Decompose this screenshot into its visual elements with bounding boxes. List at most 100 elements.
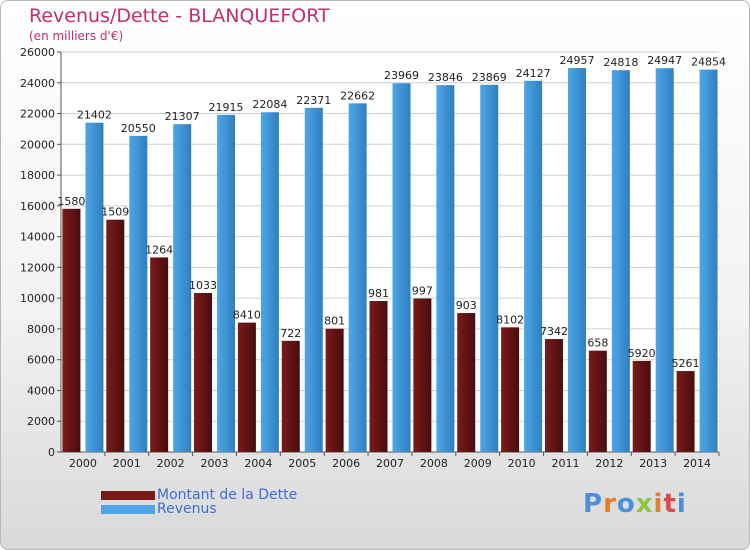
logo-letter: r	[603, 489, 617, 519]
data-label-debt: 997	[412, 285, 433, 298]
x-tick-label: 2001	[113, 457, 141, 470]
y-tick-label: 20000	[20, 138, 55, 151]
y-tick-label: 4000	[27, 384, 55, 397]
x-tick-label: 2002	[157, 457, 185, 470]
data-label-revenue: 21915	[209, 101, 244, 114]
bar-debt	[281, 340, 300, 452]
legend-swatch-debt	[101, 491, 155, 500]
bar-debt	[194, 292, 213, 452]
data-label-revenue: 24947	[647, 54, 682, 67]
y-tick-label: 14000	[20, 231, 55, 244]
bar-revenue	[348, 103, 367, 452]
legend-swatch-revenue	[101, 505, 155, 514]
bar-revenue	[304, 107, 323, 452]
x-tick-label: 2013	[639, 457, 667, 470]
x-tick-label: 2012	[595, 457, 623, 470]
data-label-debt: 1509	[101, 206, 129, 219]
data-label-debt: 722	[280, 327, 301, 340]
y-tick-label: 22000	[20, 108, 55, 121]
data-label-revenue: 21307	[165, 110, 200, 123]
bar-debt	[106, 219, 125, 452]
data-label-revenue: 24127	[516, 67, 551, 80]
bar-debt	[544, 339, 563, 452]
bar-debt	[150, 257, 169, 452]
data-label-revenue: 21402	[77, 109, 112, 122]
y-tick-label: 6000	[27, 354, 55, 367]
y-tick-label: 18000	[20, 169, 55, 182]
data-label-debt: 5261	[672, 357, 700, 370]
proxiti-logo: Proxiti	[583, 489, 687, 519]
y-tick-label: 10000	[20, 292, 55, 305]
bar-debt	[237, 322, 256, 452]
bar-revenue	[699, 69, 718, 452]
bar-debt	[501, 327, 520, 452]
data-label-debt: 1264	[145, 243, 173, 256]
bar-debt	[62, 208, 81, 452]
bar-revenue	[524, 80, 543, 453]
data-label-debt: 8102	[496, 313, 524, 326]
data-label-revenue: 23969	[384, 69, 419, 82]
data-label-debt: 8410	[233, 309, 261, 322]
bar-debt	[413, 298, 432, 452]
data-label-debt: 903	[456, 299, 477, 312]
data-label-debt: 981	[368, 287, 389, 300]
bar-revenue	[85, 122, 104, 452]
data-label-revenue: 22084	[252, 98, 287, 111]
x-tick-label: 2004	[244, 457, 272, 470]
y-tick-label: 0	[48, 446, 55, 459]
data-label-revenue: 24854	[691, 56, 726, 69]
logo-letter: i	[653, 489, 664, 519]
logo-letter: P	[583, 489, 604, 519]
bar-revenue	[436, 85, 455, 452]
logo-letter: t	[663, 489, 677, 519]
bar-revenue	[655, 68, 674, 452]
data-label-debt: 5920	[628, 347, 656, 360]
bar-revenue	[129, 135, 148, 452]
data-label-debt: 801	[324, 315, 345, 328]
x-tick-label: 2000	[69, 457, 97, 470]
bar-debt	[588, 350, 607, 452]
plot-area	[61, 52, 719, 452]
bar-revenue	[217, 114, 236, 452]
bar-debt	[676, 371, 695, 452]
x-tick-label: 2009	[464, 457, 492, 470]
x-tick-label: 2008	[420, 457, 448, 470]
data-label-revenue: 20550	[121, 122, 156, 135]
data-label-revenue: 24818	[603, 56, 638, 69]
legend-label-revenue: Revenus	[157, 501, 217, 517]
bar-revenue	[611, 70, 630, 452]
x-tick-label: 2003	[201, 457, 229, 470]
bar-debt	[325, 328, 344, 452]
bar-revenue	[173, 124, 192, 452]
data-label-revenue: 24957	[559, 54, 594, 67]
data-label-revenue: 22662	[340, 89, 375, 102]
x-tick-label: 2006	[332, 457, 360, 470]
logo-letter: o	[616, 489, 636, 519]
logo-letter: x	[635, 489, 654, 519]
x-tick-label: 2007	[376, 457, 404, 470]
x-tick-label: 2010	[508, 457, 536, 470]
bar-revenue	[567, 68, 586, 453]
y-tick-label: 16000	[20, 200, 55, 213]
y-tick-label: 24000	[20, 77, 55, 90]
data-label-debt: 1580	[57, 195, 85, 208]
bar-revenue	[480, 84, 499, 453]
y-tick-label: 8000	[27, 323, 55, 336]
x-tick-label: 2011	[551, 457, 579, 470]
data-label-debt: 7342	[540, 325, 568, 338]
bar-revenue	[392, 83, 411, 452]
bar-debt	[369, 300, 388, 452]
data-label-debt: 658	[587, 337, 608, 350]
data-label-debt: 1033	[189, 279, 217, 292]
x-tick-label: 2005	[288, 457, 316, 470]
data-label-revenue: 23846	[428, 71, 463, 84]
bar-revenue	[260, 112, 279, 452]
data-label-revenue: 23869	[472, 71, 507, 84]
chart-title: Revenus/Dette - BLANQUEFORT	[29, 5, 330, 27]
bar-debt	[632, 360, 651, 452]
y-tick-label: 12000	[20, 261, 55, 274]
logo-letter: i	[676, 489, 687, 519]
legend-label-debt: Montant de la Dette	[157, 487, 298, 503]
